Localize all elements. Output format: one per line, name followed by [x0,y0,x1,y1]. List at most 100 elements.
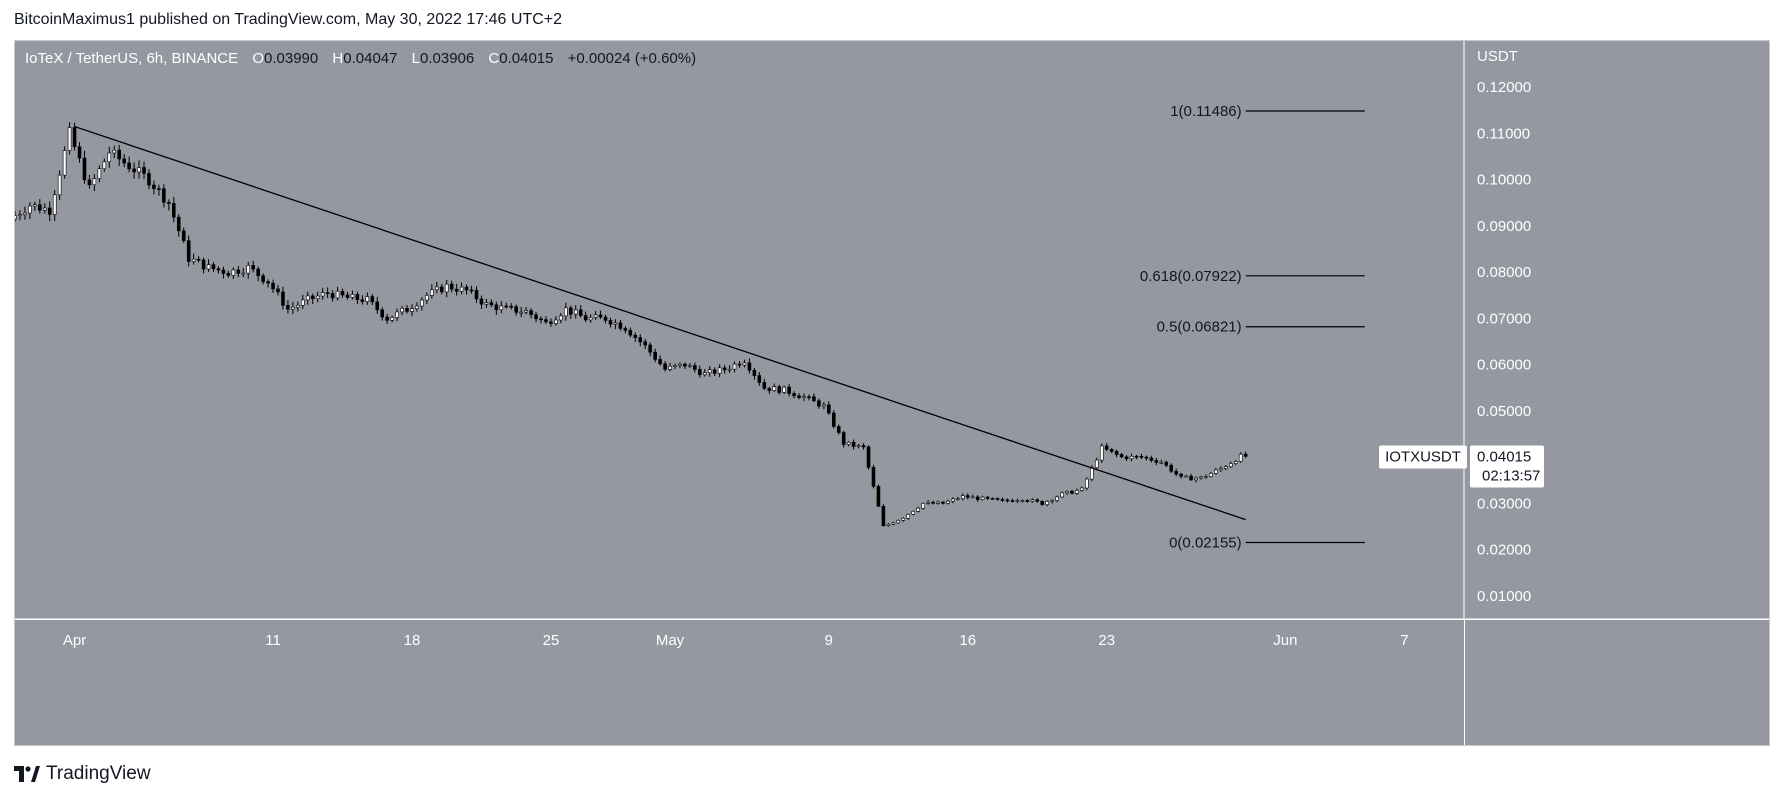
candle-body [1169,465,1174,472]
candle-body [1045,501,1049,505]
price-tick-label: 0.02000 [1477,542,1531,559]
candle-body [613,322,618,325]
candle-body [1149,457,1154,461]
candle-body [807,396,811,398]
last-price-value: 0.04015 [1477,448,1531,465]
fib-level-label: 1(0.11486) [1170,103,1241,120]
candle-body [975,496,980,500]
candle-body [112,149,117,154]
symbol-tag-box [1379,445,1467,469]
candle-body [410,308,414,312]
candle-body [301,299,305,306]
price-tick-label: 0.06000 [1477,357,1531,374]
candle-body [559,315,563,321]
candle-body [702,372,707,376]
candle-body [762,382,767,389]
candle-body [638,337,643,343]
candle-body [951,498,955,502]
candle-body [1164,461,1169,466]
candle-body [122,158,126,164]
candle-body [1139,456,1144,458]
candle-body [261,275,265,282]
candle-body [1104,445,1109,450]
candle-body [568,307,573,315]
candle-body [464,286,469,291]
candle-body [886,523,891,527]
candle-body [325,292,330,294]
candle-body [668,366,672,370]
descending-trendline[interactable] [74,125,1246,521]
candle-body [772,386,777,391]
candle-body [1060,492,1064,498]
price-chart[interactable]: 1(0.11486) 0.618(0.07922) 0.5(0.06821) 0(0.… [15,41,1769,745]
candle-body [1050,500,1054,502]
candle-body [737,363,742,366]
candle-body [583,315,588,321]
candle-body [425,295,429,301]
price-tick-label: 0.03000 [1477,495,1531,512]
candle-body [47,207,52,215]
candle-body [757,375,762,383]
chart-frame[interactable]: 1(0.11486) 0.618(0.07922) 0.5(0.06821) 0(0.… [14,40,1770,746]
currency-label: USDT [1477,48,1518,65]
candle-body [1224,466,1228,469]
candle-body [266,281,270,284]
candle-body [846,442,851,445]
candle-body [395,311,399,318]
candle-body [355,294,360,301]
candle-body [588,317,593,321]
candle-body [454,288,459,292]
candle-body [385,316,389,321]
candle-body [1154,460,1159,463]
candle-body [494,304,499,311]
time-tick-label: 25 [543,632,560,649]
candle-body [965,495,970,498]
price-tick-label: 0.01000 [1477,588,1531,605]
time-tick-label: 23 [1098,632,1115,649]
last-price-box [1470,445,1544,488]
bar-countdown: 02:13:57 [1482,467,1540,484]
candle-body [33,204,37,207]
candle-body [226,273,231,276]
candle-body [564,307,568,317]
symbol-name: IoTeX / TetherUS, 6h, BINANCE [25,50,238,67]
symbol-price-tag[interactable]: IOTXUSDT [1379,445,1467,469]
open-label: O [252,50,264,67]
time-tick-label: 18 [404,632,421,649]
candle-body [435,286,439,291]
candle-body [871,467,876,487]
candle-body [305,295,310,301]
candle-body [995,498,1000,500]
candle-body [1238,453,1243,462]
candle-body [77,146,82,159]
candle-body [320,292,325,297]
candle-body [673,365,677,367]
candle-body [340,290,345,296]
candle-body [251,265,255,270]
candle-body [137,167,141,173]
last-price-tag[interactable]: 0.04015 02:13:57 [1470,445,1544,488]
time-axis-background[interactable] [15,620,1464,745]
candle-body [653,351,657,360]
candle-body [256,268,260,277]
price-tick-label: 0.05000 [1477,403,1531,420]
fibonacci-levels[interactable]: 1(0.11486) 0.618(0.07922) 0.5(0.06821) 0(0.… [1140,103,1365,551]
tradingview-footer[interactable]: TradingView [14,762,151,786]
candle-body [1075,490,1079,494]
price-axis-background[interactable] [1464,41,1769,619]
candle-body [1114,451,1119,455]
candle-body [603,316,608,321]
candle-body [767,388,772,391]
candle-body [931,501,935,504]
fib-level-label: 0(0.02155) [1169,534,1242,551]
candle-body [1109,449,1114,452]
symbol-legend[interactable]: IoTeX / TetherUS, 6h, BINANCE O0.03990 H… [25,50,696,67]
symbol-tag-label: IOTXUSDT [1385,448,1461,465]
candle-body [196,258,201,261]
candle-body [444,283,449,293]
candle-body [534,314,538,320]
candle-body [1015,500,1020,502]
candle-body [836,426,841,433]
candle-body [1159,461,1164,464]
time-tick-label: Jun [1273,632,1297,649]
